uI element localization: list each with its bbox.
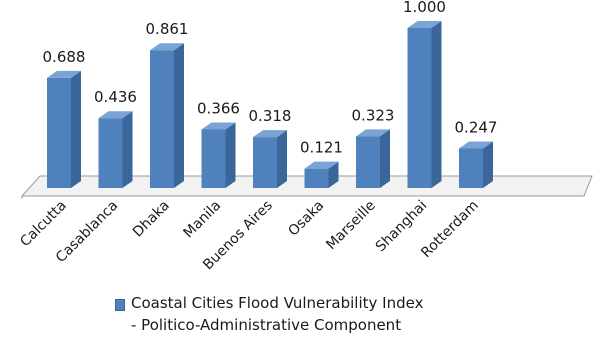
- data-label: 0.247: [455, 118, 498, 136]
- legend-label-line2: - Politico-Administrative Component: [131, 316, 402, 334]
- category-label: Manila: [181, 198, 225, 242]
- bar-top: [356, 129, 390, 137]
- bar-side: [328, 161, 339, 188]
- data-label: 0.323: [352, 106, 395, 124]
- bar-side: [122, 111, 133, 188]
- data-label: 0.436: [94, 88, 137, 106]
- bar-calcutta: [47, 77, 71, 188]
- legend-label-line1: Coastal Cities Flood Vulnerability Index: [131, 294, 424, 312]
- category-label: Calcutta: [17, 198, 70, 251]
- bar-casablanca: [98, 118, 123, 188]
- bar-side: [174, 43, 184, 188]
- legend: Coastal Cities Flood Vulnerability Index…: [115, 294, 515, 340]
- bar-top: [407, 21, 442, 28]
- bar-shanghai: [407, 28, 432, 188]
- bar-side: [431, 21, 442, 188]
- bar-side: [380, 129, 390, 188]
- bar-top: [98, 111, 133, 119]
- bar-rotterdam: [459, 148, 483, 188]
- bar-top: [150, 43, 184, 51]
- category-label: Marseille: [323, 198, 379, 254]
- bar-top: [459, 141, 493, 149]
- bar-side: [277, 130, 287, 188]
- bar-top: [201, 122, 236, 130]
- bar-buenos-aires: [253, 137, 277, 188]
- legend-swatch: [115, 299, 125, 311]
- bar-side: [71, 70, 81, 188]
- bar-side: [225, 122, 236, 188]
- category-label: Osaka: [285, 198, 327, 240]
- bar-dhaka: [150, 50, 174, 188]
- bar-marseille: [356, 136, 380, 188]
- bar-top: [47, 70, 81, 78]
- bar-manila: [201, 129, 226, 188]
- bar-osaka: [304, 168, 329, 188]
- bar-top: [253, 130, 287, 138]
- bar-top: [304, 161, 339, 169]
- category-label: Dhaka: [130, 198, 173, 241]
- data-label: 0.861: [146, 20, 189, 38]
- data-label: 1.000: [403, 0, 446, 16]
- data-label: 0.366: [197, 99, 240, 117]
- data-label: 0.688: [43, 48, 86, 66]
- data-label: 0.121: [300, 139, 343, 157]
- chart-plot: 0.688Calcutta0.436Casablanca0.861Dhaka0.…: [17, 0, 593, 273]
- bar-side: [483, 141, 493, 188]
- data-label: 0.318: [249, 107, 292, 125]
